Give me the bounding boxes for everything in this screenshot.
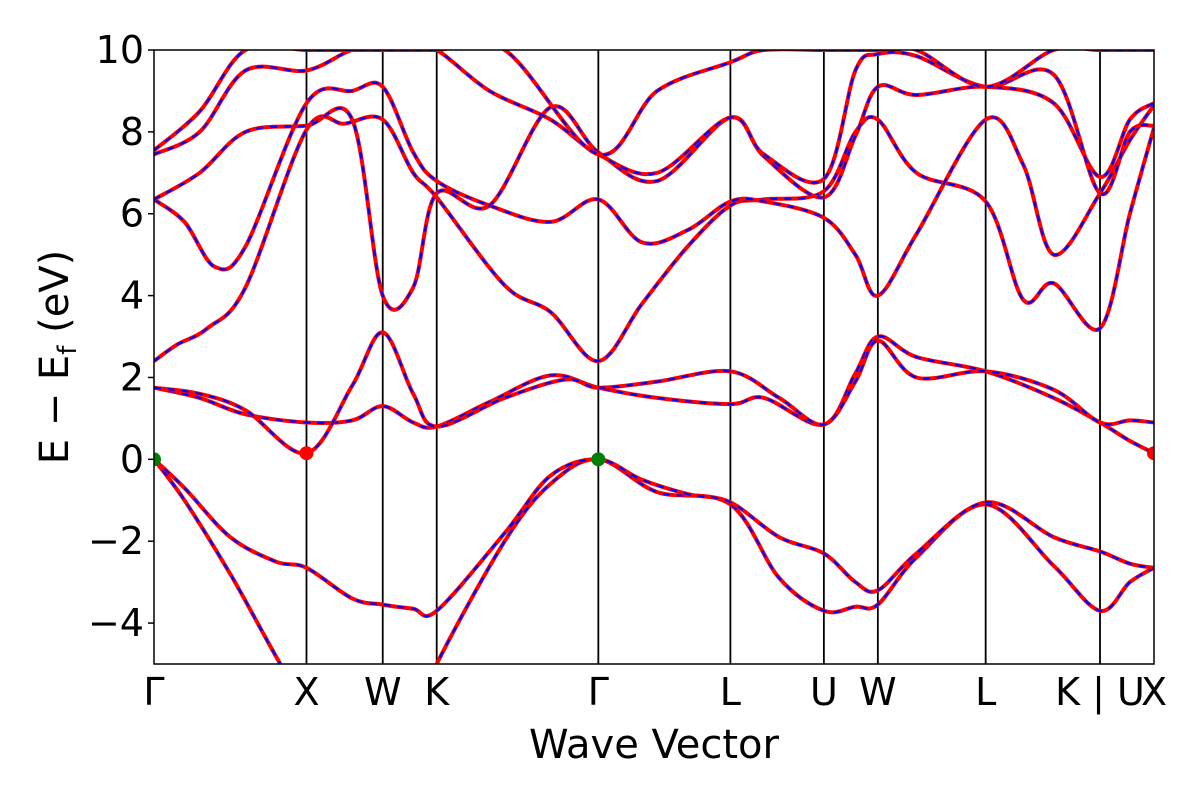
x-tick-label: U <box>810 670 838 714</box>
y-axis-title-main: E − E <box>32 355 78 465</box>
band-line-dashed <box>154 335 1154 455</box>
y-tick-label: 10 <box>96 28 144 72</box>
extrema-markers <box>154 446 1154 467</box>
cbm-marker <box>1147 446 1154 461</box>
cbm-marker <box>299 446 314 461</box>
y-axis-title: E − Ef (eV) <box>32 250 83 465</box>
band-line-dashed <box>154 81 1154 297</box>
x-tick-label: W <box>364 670 402 714</box>
band-line-dashed <box>154 331 1154 455</box>
x-tick-label: L <box>720 670 741 714</box>
y-axis-title-sub: f <box>53 345 83 355</box>
vbm-marker <box>154 452 161 467</box>
y-tick-label: 6 <box>120 192 144 236</box>
y-tick-label: 4 <box>120 274 144 318</box>
x-tick-label: X <box>293 670 319 714</box>
vbm-marker <box>591 452 606 467</box>
band-line-dashed <box>154 50 1154 196</box>
x-tick-label: K | U <box>1055 670 1145 715</box>
x-tick-label: Γ <box>143 670 164 714</box>
band-lines <box>154 50 1154 664</box>
x-tick-label: L <box>975 670 996 714</box>
y-tick-label: 0 <box>120 437 144 481</box>
band-line-dashed <box>154 84 1154 311</box>
plot-background <box>154 50 1154 664</box>
x-tick-label: X <box>1141 670 1167 714</box>
y-tick-label: −4 <box>88 601 144 645</box>
y-axis-ticks: −4 −2 0 2 4 6 8 10 <box>88 28 154 645</box>
y-tick-label: 8 <box>120 110 144 154</box>
y-axis-title-unit: (eV) <box>32 250 78 346</box>
x-tick-label: K <box>424 670 450 714</box>
y-tick-label: 2 <box>120 355 144 399</box>
plot-frame <box>153 49 1155 665</box>
band-line-dashed <box>154 458 1154 664</box>
band-line <box>154 50 1154 157</box>
y-tick-label: −2 <box>88 519 144 563</box>
x-tick-label: Γ <box>588 670 609 714</box>
x-axis-title: Wave Vector <box>529 722 780 768</box>
band-line-dashed <box>154 458 1154 618</box>
x-tick-label: W <box>859 670 897 714</box>
band-line <box>154 114 1154 364</box>
